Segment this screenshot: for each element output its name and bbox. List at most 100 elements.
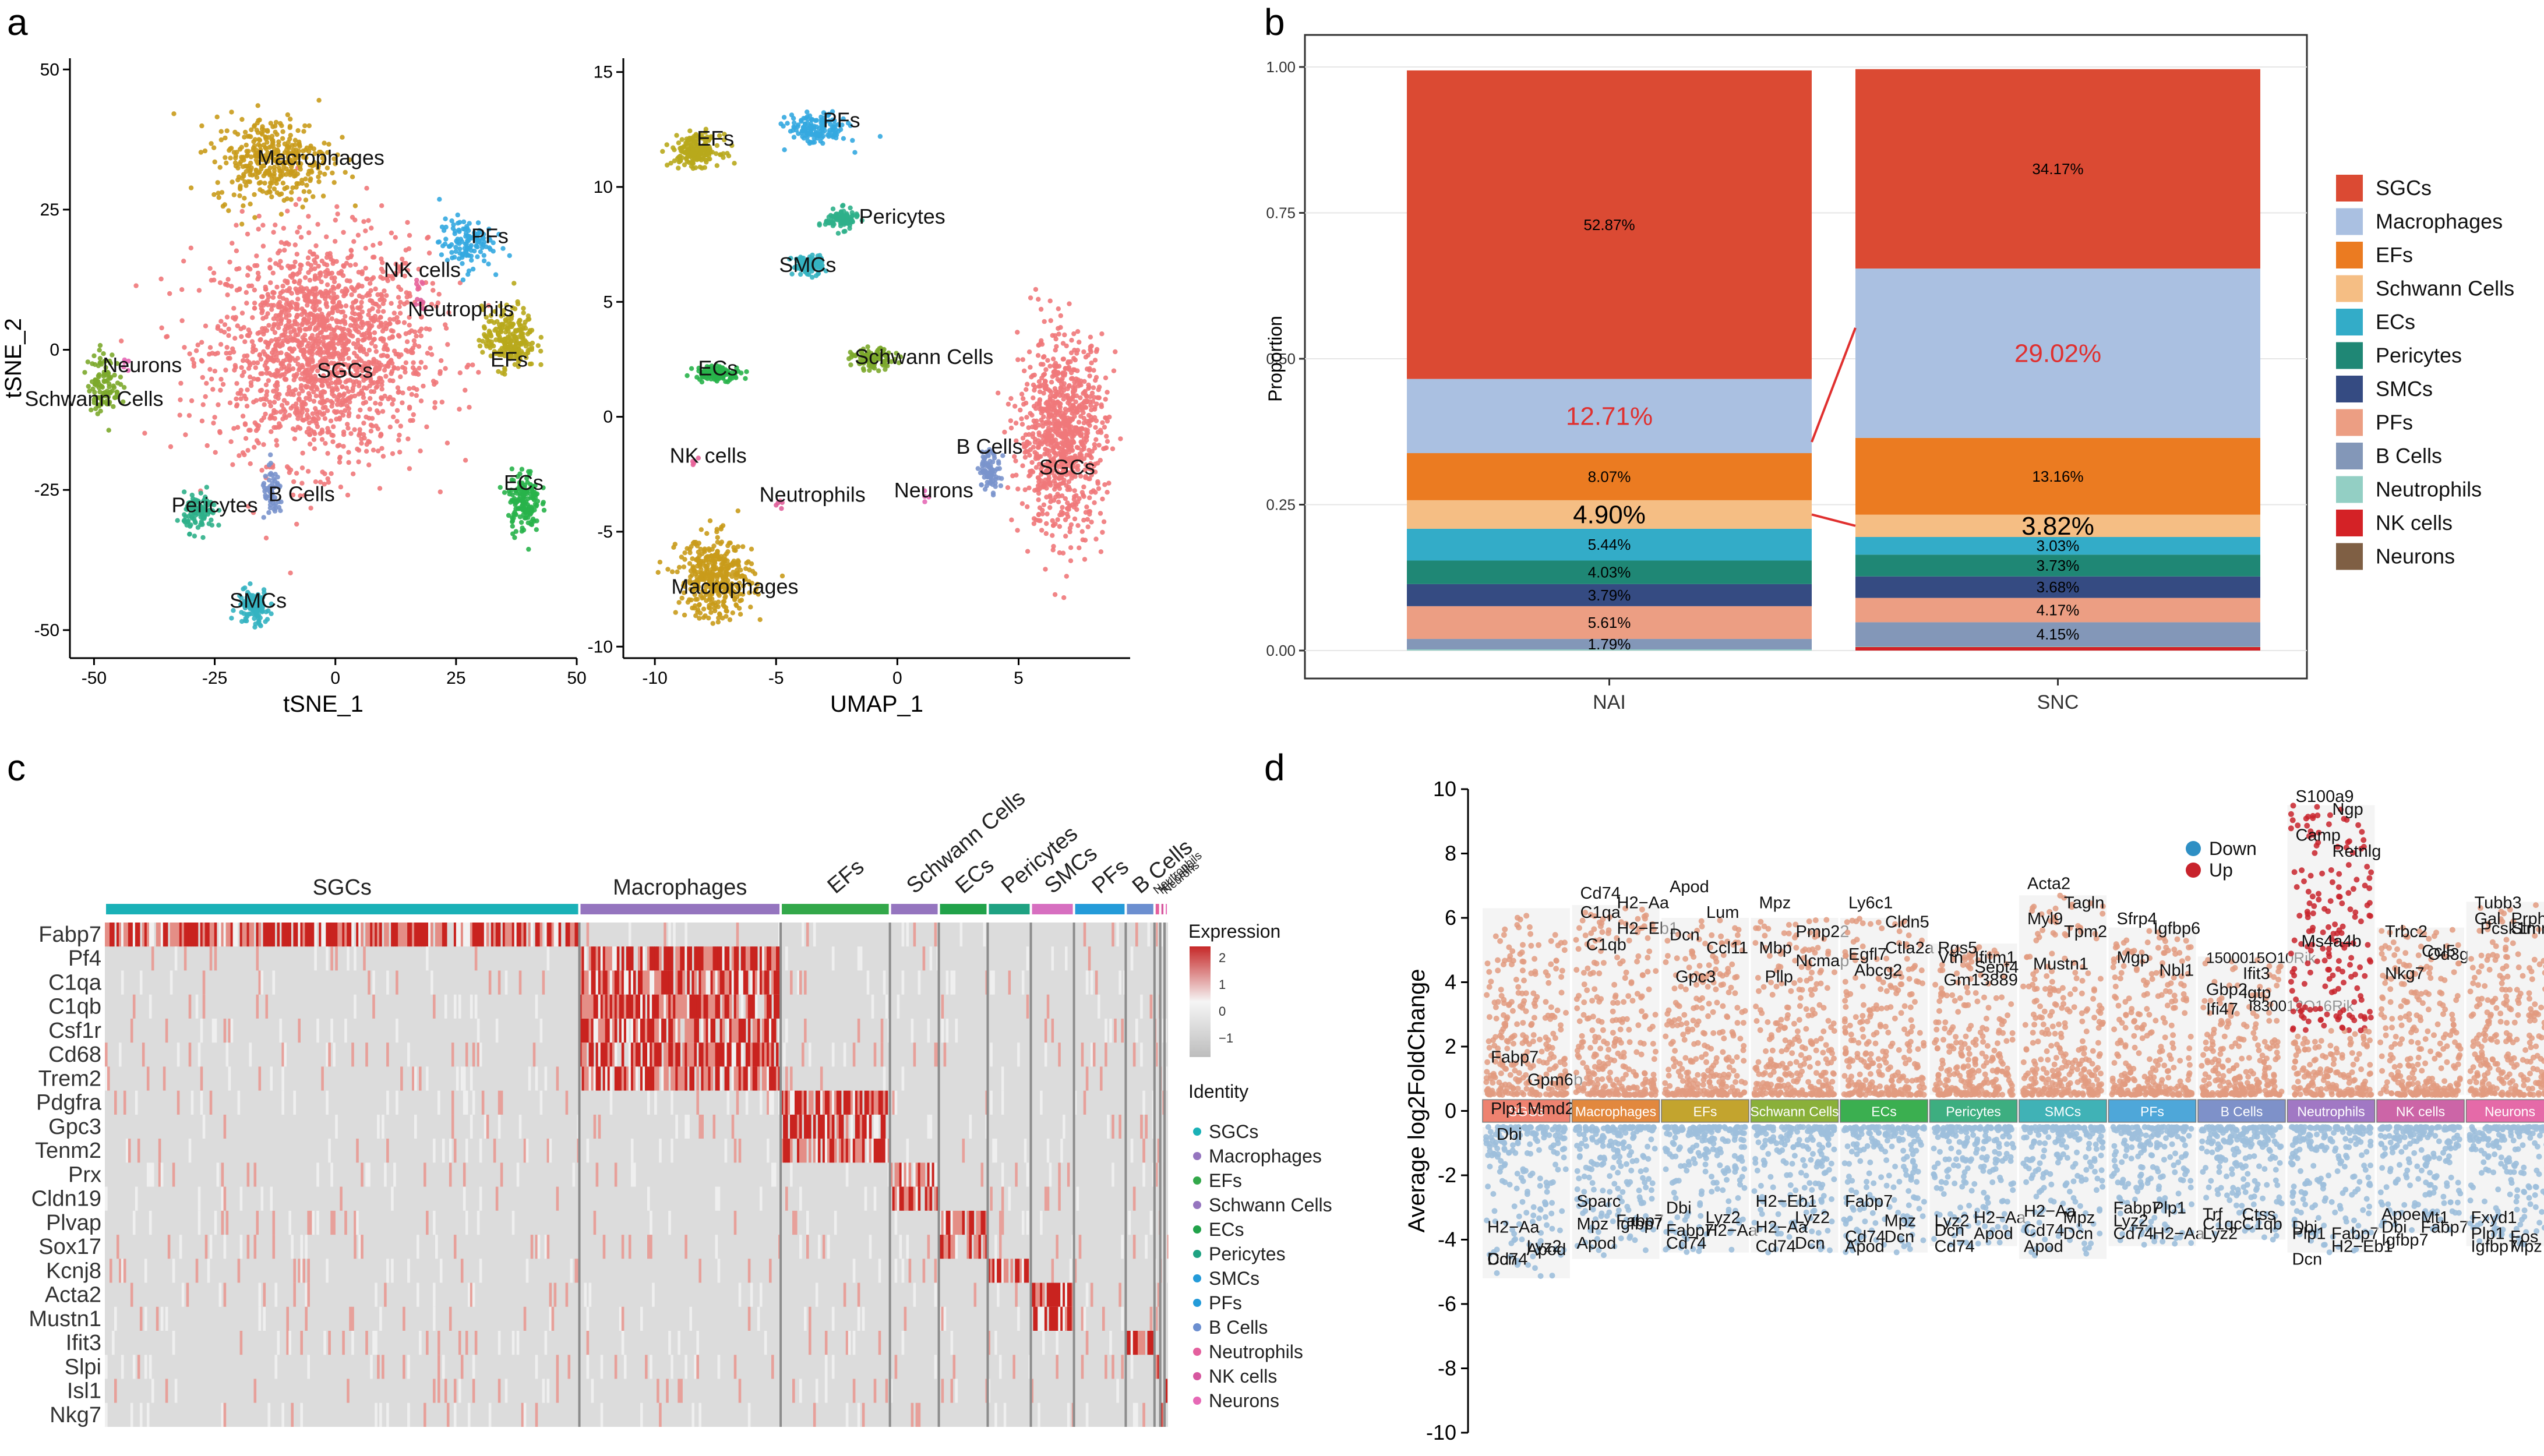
cell-point	[1105, 439, 1110, 444]
cell-point	[1051, 543, 1056, 549]
cell-point	[518, 520, 524, 525]
cell-point	[367, 326, 372, 331]
cell-point	[257, 330, 262, 335]
cell-point	[402, 273, 407, 279]
cell-point	[224, 128, 230, 133]
cell-point	[1071, 331, 1077, 337]
cell-point	[350, 310, 355, 316]
cell-point	[192, 533, 197, 539]
cell-point	[534, 527, 539, 532]
cell-point	[1032, 387, 1037, 393]
cell-point	[288, 330, 294, 335]
cell-point	[418, 359, 424, 365]
cell-point	[415, 284, 421, 289]
cell-point	[276, 395, 281, 401]
cell-point	[470, 362, 475, 367]
cell-point	[299, 465, 305, 471]
cell-point	[297, 396, 302, 401]
cell-point	[271, 359, 276, 364]
cell-point	[359, 284, 365, 289]
cell-point	[295, 356, 301, 361]
cell-point	[1083, 355, 1089, 360]
cluster-label-neurons: Neurons	[103, 353, 182, 377]
cell-point	[345, 426, 351, 431]
cell-point	[244, 183, 249, 188]
cell-point	[523, 515, 528, 521]
cell-point	[342, 290, 347, 295]
cell-point	[347, 400, 352, 405]
cell-point	[237, 193, 242, 199]
cell-point	[397, 450, 403, 455]
cell-point	[506, 513, 511, 518]
cell-point	[225, 356, 231, 361]
cell-point	[238, 387, 244, 393]
cell-point	[1020, 357, 1026, 362]
cell-point	[990, 459, 996, 465]
cell-point	[265, 129, 270, 134]
cell-point	[749, 546, 754, 552]
cell-point	[1064, 574, 1070, 579]
cell-point	[251, 360, 256, 366]
cell-point	[690, 161, 696, 167]
cell-point	[334, 409, 340, 415]
cell-point	[391, 310, 397, 316]
cell-point	[308, 312, 313, 317]
cell-point	[330, 170, 335, 176]
cell-point	[820, 133, 826, 139]
cell-point	[1071, 356, 1077, 361]
cell-point	[1019, 422, 1025, 427]
cell-point	[305, 384, 310, 390]
cluster-label-ecs: ECs	[504, 471, 544, 494]
cell-point	[437, 197, 442, 202]
cell-point	[1025, 549, 1031, 554]
cell-point	[302, 316, 307, 321]
cell-point	[805, 134, 810, 140]
cell-point	[222, 322, 228, 327]
cell-point	[1008, 425, 1014, 431]
cell-point	[1085, 366, 1090, 372]
x-tick-label: -5	[768, 669, 784, 688]
cell-point	[252, 192, 257, 197]
cell-point	[213, 450, 218, 455]
cell-point	[269, 429, 274, 434]
cell-point	[263, 397, 269, 402]
panel-label-a: a	[7, 1, 28, 43]
cell-point	[366, 335, 372, 341]
cell-point	[1068, 350, 1074, 355]
cell-point	[276, 250, 281, 256]
cell-point	[1044, 521, 1049, 526]
cell-point	[366, 462, 372, 468]
cell-point	[267, 189, 272, 194]
cell-point	[273, 222, 278, 228]
cell-point	[263, 382, 269, 387]
cell-point	[343, 303, 349, 309]
cell-point	[286, 319, 291, 324]
cell-point	[228, 156, 233, 161]
cell-point	[239, 221, 245, 227]
cell-point	[1036, 438, 1041, 443]
cell-point	[349, 253, 354, 258]
cell-point	[284, 464, 290, 469]
cell-point	[535, 343, 541, 348]
x-tick-label: -50	[82, 669, 107, 688]
y-tick-label: -50	[34, 621, 59, 640]
cell-point	[269, 194, 274, 200]
cell-point	[502, 337, 507, 342]
cell-point	[312, 377, 317, 382]
cell-point	[480, 349, 485, 355]
cell-point	[340, 327, 345, 333]
cell-point	[477, 343, 483, 349]
cell-point	[218, 342, 224, 347]
cell-point	[220, 381, 226, 387]
cell-point	[352, 299, 358, 305]
cell-point	[307, 397, 312, 402]
cell-point	[1031, 521, 1037, 526]
cell-point	[269, 176, 274, 182]
cell-point	[1052, 450, 1057, 455]
cell-point	[310, 351, 315, 356]
cell-point	[380, 328, 386, 334]
cell-point	[284, 196, 290, 202]
cell-point	[280, 181, 286, 186]
y-tick-label: 5	[603, 292, 613, 312]
cell-point	[351, 341, 357, 347]
